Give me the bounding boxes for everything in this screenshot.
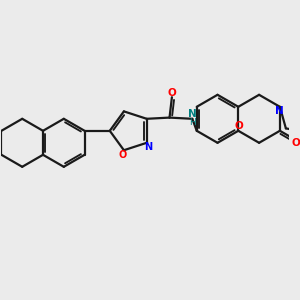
Text: O: O <box>291 138 300 148</box>
Text: H: H <box>189 118 196 127</box>
Text: N: N <box>188 110 197 119</box>
Text: N: N <box>145 142 153 152</box>
Text: O: O <box>167 88 176 98</box>
Text: O: O <box>235 122 244 131</box>
Text: N: N <box>275 106 284 116</box>
Text: O: O <box>118 149 127 160</box>
